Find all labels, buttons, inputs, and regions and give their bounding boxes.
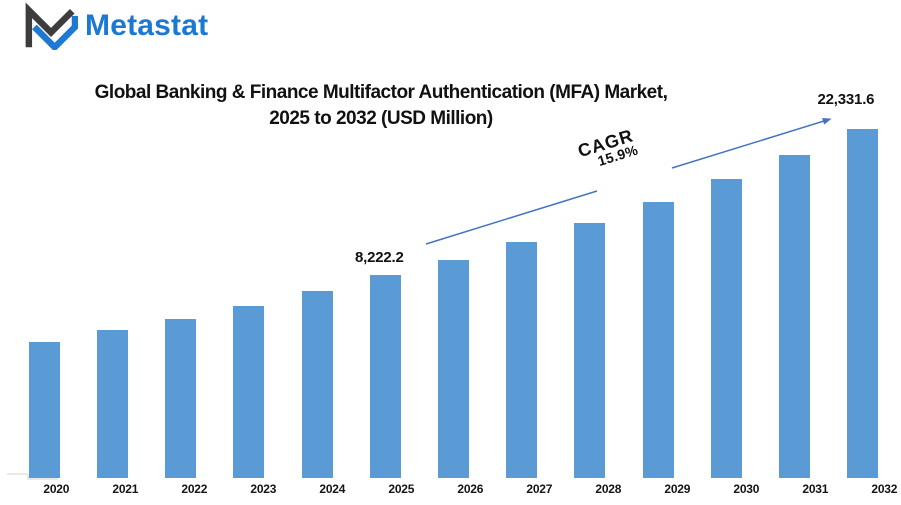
year-label-2023: 2023 <box>250 482 277 496</box>
bar-column-2022 <box>146 0 214 478</box>
year-label-2025: 2025 <box>388 482 415 496</box>
year-label-2024: 2024 <box>319 482 346 496</box>
year-label-2030: 2030 <box>733 482 760 496</box>
bar-column-2031 <box>761 0 829 478</box>
metastat-logo-icon <box>24 2 78 50</box>
bar-column-2023 <box>215 0 283 478</box>
brand-header: Metastat <box>24 2 208 50</box>
year-label-2026: 2026 <box>457 482 484 496</box>
bar-column-2021 <box>78 0 146 478</box>
bar-column-2024 <box>283 0 351 478</box>
bar-2029 <box>642 202 674 478</box>
bar-columns: 8,222.2 22,331.6 <box>10 0 897 478</box>
bar-2021 <box>96 330 128 478</box>
data-label-2032: 22,331.6 <box>817 91 875 108</box>
bar-2025 <box>369 275 401 478</box>
year-label-2032: 2032 <box>871 482 898 496</box>
chart-title-line1: Global Banking & Finance Multifactor Aut… <box>94 82 668 103</box>
bar-2022 <box>165 319 197 478</box>
year-label-2031: 2031 <box>802 482 829 496</box>
year-label-2027: 2027 <box>526 482 553 496</box>
bar-2028 <box>574 223 606 478</box>
bar-2030 <box>710 179 742 478</box>
bar-column-2029 <box>624 0 692 478</box>
year-label-2022: 2022 <box>181 482 208 496</box>
bar-2024 <box>301 291 333 478</box>
year-axis: 2020 2021 2022 2023 2024 2025 2026 2027 2028 2029… <box>0 482 901 500</box>
bar-column-2026 <box>419 0 487 478</box>
year-label-2020: 2020 <box>43 482 70 496</box>
bar-column-2025: 8,222.2 <box>351 0 419 478</box>
bar-2027 <box>506 242 538 478</box>
chart-title: Global Banking & Finance Multifactor Aut… <box>20 80 742 132</box>
bar-column-2028 <box>556 0 624 478</box>
bar-2032 <box>847 129 879 478</box>
data-label-2025: 8,222.2 <box>354 249 404 266</box>
bar-column-2032: 22,331.6 <box>818 0 897 478</box>
bar-2020 <box>28 342 60 478</box>
bar-column-2020 <box>10 0 78 478</box>
year-label-2028: 2028 <box>595 482 622 496</box>
year-label-2021: 2021 <box>112 482 139 496</box>
brand-name: Metastat <box>85 9 209 42</box>
bar-2031 <box>779 155 811 478</box>
chart-title-line2: 2025 to 2032 (USD Million) <box>269 108 493 129</box>
year-label-2029: 2029 <box>664 482 691 496</box>
bar-2023 <box>233 306 265 478</box>
bar-2026 <box>438 260 470 478</box>
bar-column-2030 <box>692 0 760 478</box>
bar-column-2027 <box>488 0 556 478</box>
